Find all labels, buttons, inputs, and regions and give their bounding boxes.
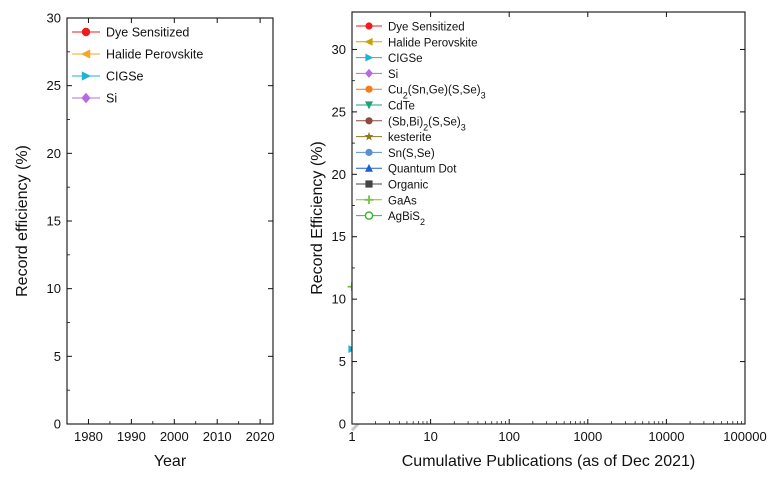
left-axes: 0 5 10 15 20 25 30 1980 1990 2000 2010 2020	[47, 11, 275, 445]
y-tick-label: 5	[339, 354, 346, 369]
y-tick-label: 25	[332, 104, 346, 119]
x-tick-label: 2020	[246, 429, 275, 444]
legend-entry-organic: Organic	[356, 180, 429, 192]
legend-marker-halide-perovskite	[364, 37, 373, 46]
legend-entry-cigse: CIGSe	[72, 70, 144, 84]
legend-entry-halide-perovskite: Halide Perovskite	[72, 48, 203, 62]
x-tick-label: 10	[423, 429, 437, 444]
legend-marker-gaas	[364, 195, 374, 205]
y-tick-label: 25	[47, 78, 61, 93]
legend-marker-si	[81, 92, 91, 104]
legend-entry-cigse: CIGSe	[356, 53, 423, 65]
legend-marker-dye-sensitized	[365, 22, 373, 30]
legend-marker-cigse	[81, 71, 92, 81]
left-legend: Dye Sensitized Halide Perovskite CIGSe Si	[72, 26, 203, 106]
legend-label-dye-sensitized: Dye Sensitized	[388, 22, 465, 34]
legend-label-si: Si	[106, 92, 117, 106]
legend-label-sb-bi-2-s-se-3: (Sb,Bi)2(S,Se)3	[388, 116, 466, 132]
x-tick-label: 2000	[160, 429, 189, 444]
x-tick-label: 1	[348, 429, 355, 444]
right-legend: Dye Sensitized Halide Perovskite CIGSe Si Cu…	[356, 22, 486, 227]
legend-label-dye-sensitized: Dye Sensitized	[106, 26, 189, 40]
legend-entry-gaas: GaAs	[356, 195, 417, 207]
y-tick-label: 30	[47, 11, 61, 26]
legend-marker-agbis2	[364, 211, 374, 220]
legend-label-sn-s-se: Sn(S,Se)	[388, 148, 435, 160]
legend-marker-kesterite	[364, 131, 374, 141]
y-tick-label: 5	[54, 349, 61, 364]
legend-entry-si: Si	[72, 92, 117, 106]
y-tick-label: 15	[332, 229, 346, 244]
legend-marker-cdte	[365, 101, 373, 110]
legend-entry-dye-sensitized: Dye Sensitized	[356, 22, 465, 34]
legend-label-cu2-sn-ge-s-se-3: Cu2(Sn,Ge)(S,Se)3	[388, 85, 486, 101]
x-tick-label: 100	[498, 429, 520, 444]
legend-label-halide-perovskite: Halide Perovskite	[106, 48, 203, 62]
legend-marker-cu2-sn-ge-s-se-3	[365, 85, 373, 93]
legend-entry-kesterite: kesterite	[356, 131, 431, 144]
legend-entry-si: Si	[356, 68, 398, 81]
plot-frame	[351, 11, 746, 425]
right-y-axis-label: Record Efficiency (%)	[309, 141, 326, 295]
x-tick-label: 100000	[723, 429, 766, 444]
legend-label-gaas: GaAs	[388, 195, 417, 207]
legend-label-halide-perovskite: Halide Perovskite	[388, 37, 477, 49]
y-tick-label: 10	[332, 292, 346, 307]
legend-label-cdte: CdTe	[388, 101, 415, 113]
plot-frame	[66, 17, 274, 425]
legend-marker-organic	[365, 180, 373, 188]
right-chart: 0 5 10 15 20 25 30 1 10 100 1000 10000 100000 Cumula…	[309, 11, 767, 470]
legend-entry-sn-s-se: Sn(S,Se)	[356, 148, 435, 160]
legend-label-cigse: CIGSe	[106, 70, 144, 84]
left-y-axis-label: Record efficiency (%)	[14, 145, 31, 297]
legend-marker-dye-sensitized	[81, 27, 91, 37]
legend-entry-cu2-sn-ge-s-se-3: Cu2(Sn,Ge)(S,Se)3	[356, 85, 486, 101]
right-x-axis-label: Cumulative Publications (as of Dec 2021)	[402, 453, 695, 470]
legend-marker-halide-perovskite	[80, 49, 91, 59]
y-tick-label: 30	[332, 42, 346, 57]
legend-entry-sb-bi-2-s-se-3: (Sb,Bi)2(S,Se)3	[356, 116, 466, 132]
right-axes: 0 5 10 15 20 25 30 1 10 100 1000 10000 100000	[332, 11, 767, 444]
legend-label-si: Si	[388, 69, 398, 81]
x-tick-label: 1990	[117, 429, 146, 444]
left-x-axis-label: Year	[154, 453, 187, 470]
legend-label-organic: Organic	[388, 180, 429, 192]
legend-entry-halide-perovskite: Halide Perovskite	[356, 37, 477, 49]
x-tick-label: 1980	[74, 429, 103, 444]
x-tick-label: 10000	[648, 429, 684, 444]
y-tick-label: 20	[47, 146, 61, 161]
y-tick-label: 20	[332, 167, 346, 182]
legend-marker-quantum-dot	[365, 163, 373, 172]
legend-label-kesterite: kesterite	[388, 132, 431, 144]
left-chart: 0 5 10 15 20 25 30 1980 1990 2000 2010 2020 Year Re…	[14, 11, 275, 471]
legend-marker-si	[365, 68, 373, 78]
y-tick-label: 15	[47, 214, 61, 229]
y-tick-label: 0	[54, 417, 61, 432]
y-tick-label: 10	[47, 281, 61, 296]
x-tick-label: 1000	[573, 429, 602, 444]
y-tick-label: 0	[339, 417, 346, 432]
legend-entry-quantum-dot: Quantum Dot	[356, 164, 457, 176]
legend-marker-sn-s-se	[365, 148, 373, 156]
x-tick-label: 2010	[203, 429, 232, 444]
legend-label-cigse: CIGSe	[388, 53, 423, 65]
legend-label-agbis2: AgBiS2	[388, 211, 425, 227]
legend-entry-agbis2: AgBiS2	[356, 211, 425, 227]
legend-marker-sb-bi-2-s-se-3	[365, 117, 373, 125]
legend-marker-cigse	[365, 53, 374, 62]
legend-entry-dye-sensitized: Dye Sensitized	[72, 26, 189, 40]
legend-entry-cdte: CdTe	[356, 101, 415, 113]
legend-label-quantum-dot: Quantum Dot	[388, 164, 457, 176]
